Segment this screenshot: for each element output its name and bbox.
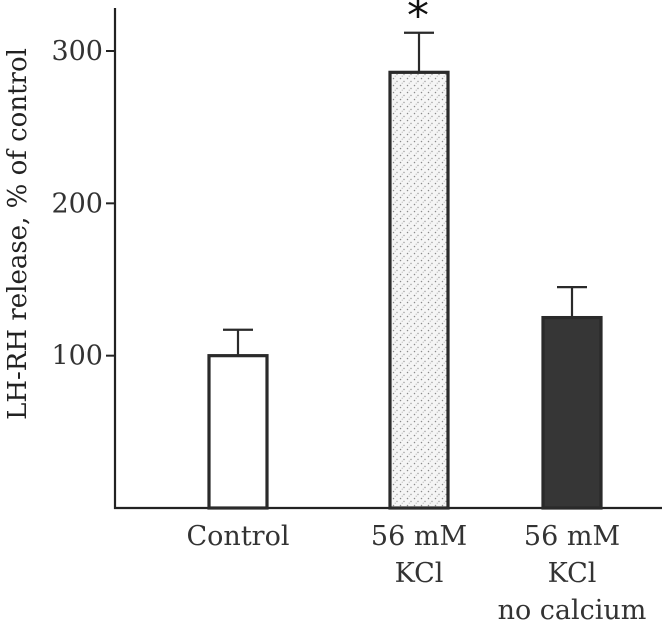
bar — [541, 315, 603, 510]
category-label-line: Control — [187, 521, 290, 552]
category-label-line: no calcium — [498, 595, 647, 621]
axes: 100 200 300 — [51, 8, 662, 510]
category-label: Control — [187, 521, 290, 552]
category-label-line: 56 mM — [524, 521, 620, 552]
bars: * — [207, 0, 603, 510]
significance-marker: * — [407, 0, 429, 42]
category-label: 56 mM KCl no calcium — [498, 521, 647, 621]
bar — [207, 354, 269, 510]
y-axis-label: LH-RH release, % of control — [3, 48, 33, 420]
category-label-line: KCl — [395, 558, 444, 589]
y-tick-label: 200 — [51, 188, 103, 219]
category-label-line: 56 mM — [371, 521, 467, 552]
bar — [388, 70, 450, 510]
y-tick-label: 300 — [51, 36, 103, 67]
category-label-line: KCl — [548, 558, 597, 589]
y-tick-label: 100 — [51, 341, 103, 372]
category-labels: Control 56 mM KCl 56 mM KCl no calcium — [187, 521, 647, 621]
category-label: 56 mM KCl — [371, 521, 467, 589]
